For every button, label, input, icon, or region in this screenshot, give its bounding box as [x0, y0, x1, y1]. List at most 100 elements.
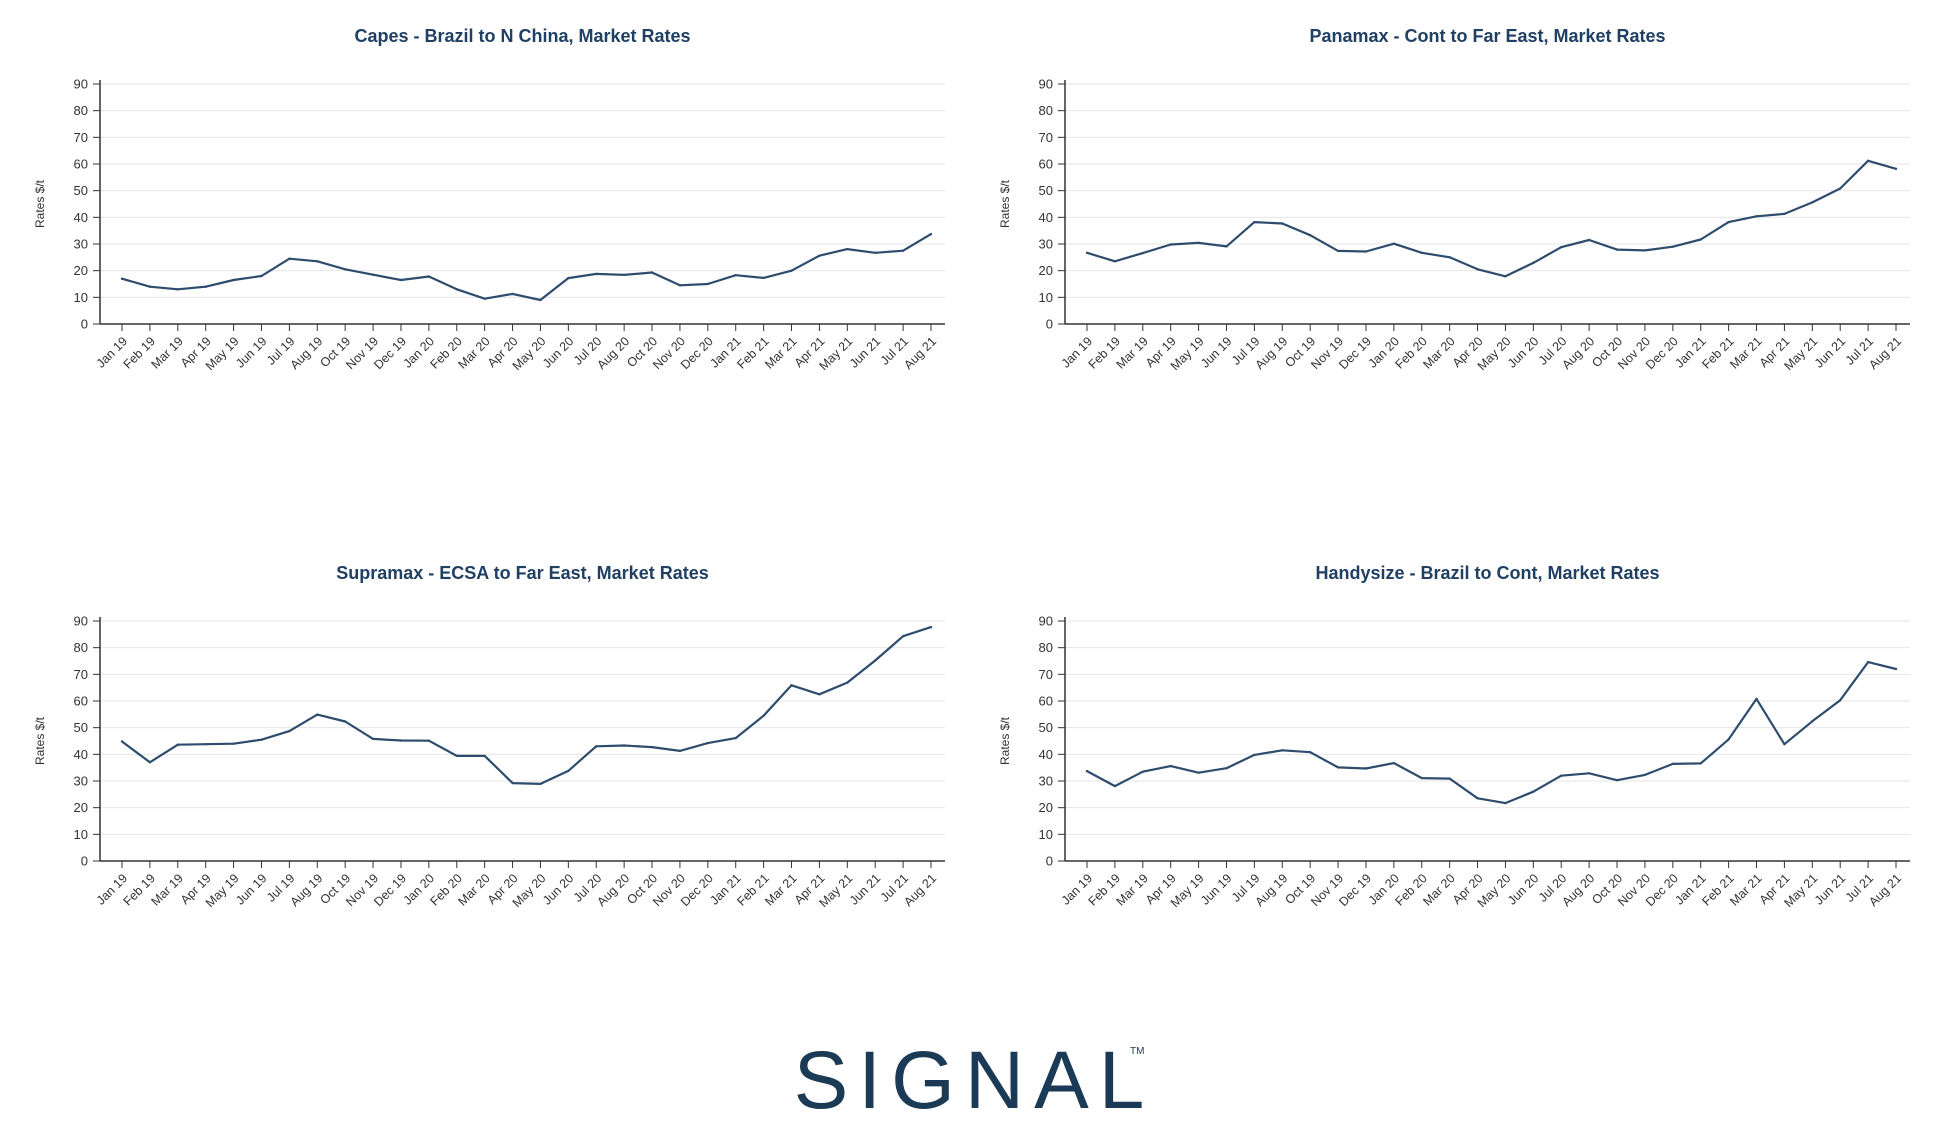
- panamax-chart-svg: Panamax - Cont to Far East, Market Rates…: [998, 26, 1910, 373]
- data-point: [344, 720, 347, 723]
- data-point: [371, 737, 375, 741]
- data-point: [1671, 245, 1674, 248]
- y-tick-label: 80: [74, 640, 88, 655]
- data-point: [1532, 261, 1535, 265]
- y-tick-label: 30: [74, 774, 88, 789]
- y-tick-label: 20: [1039, 263, 1053, 278]
- data-point: [1839, 187, 1842, 190]
- handysize-chart-svg: Handysize - Brazil to Cont, Market Rates…: [998, 563, 1910, 910]
- data-point: [1392, 761, 1396, 765]
- x-tick-label: Jun 21: [1812, 871, 1848, 907]
- signal-logo: SIGNAL TM: [0, 1030, 1948, 1130]
- data-point: [120, 740, 124, 743]
- y-tick-label: 0: [81, 317, 88, 332]
- x-tick-label: Jun 19: [1198, 871, 1234, 907]
- data-point: [595, 272, 598, 276]
- data-point: [1253, 753, 1256, 757]
- series-line: [121, 233, 932, 302]
- data-point: [1643, 773, 1647, 777]
- y-tick-label: 80: [1039, 103, 1053, 118]
- x-tick-label: Mar 20: [455, 871, 492, 908]
- y-tick-label: 80: [1039, 640, 1053, 655]
- series-line: [1086, 159, 1897, 278]
- data-point: [1894, 667, 1898, 671]
- data-point: [1364, 250, 1368, 253]
- data-point: [1783, 212, 1786, 216]
- data-point: [1085, 769, 1089, 773]
- data-point: [1476, 268, 1479, 271]
- data-point: [874, 251, 877, 254]
- y-tick-label: 30: [74, 237, 88, 252]
- x-tick-label: Jun 19: [233, 334, 269, 370]
- data-point: [399, 278, 403, 282]
- x-tick-label: Mar 19: [149, 871, 186, 908]
- data-point: [846, 247, 849, 251]
- data-point: [762, 714, 765, 717]
- chart-title: Supramax - ECSA to Far East, Market Rate…: [336, 563, 708, 583]
- y-tick-label: 70: [74, 667, 88, 682]
- y-tick-label: 50: [74, 183, 88, 198]
- data-point: [483, 754, 486, 758]
- data-point: [650, 271, 654, 274]
- data-point: [455, 754, 458, 758]
- data-point: [427, 275, 431, 278]
- data-point: [929, 232, 933, 236]
- data-point: [1615, 779, 1619, 782]
- y-tick-label: 0: [1046, 317, 1053, 332]
- y-tick-label: 50: [1039, 183, 1053, 198]
- y-tick-label: 40: [74, 747, 88, 762]
- x-tick-label: Jun 20: [1505, 871, 1541, 907]
- data-point: [260, 738, 263, 741]
- data-point: [790, 684, 793, 687]
- data-point: [1141, 770, 1144, 773]
- y-tick-label: 90: [74, 614, 88, 629]
- x-tick-label: Mar 19: [1114, 871, 1151, 908]
- x-tick-label: Mar 20: [1420, 334, 1457, 371]
- data-point: [1560, 774, 1563, 777]
- y-tick-label: 10: [1039, 827, 1053, 842]
- data-point: [1392, 242, 1396, 245]
- data-point: [1866, 159, 1870, 162]
- data-point: [567, 769, 570, 773]
- data-point: [148, 285, 152, 288]
- y-tick-label: 30: [1039, 774, 1053, 789]
- y-tick-label: 60: [1039, 694, 1053, 709]
- data-point: [901, 635, 905, 638]
- data-point: [818, 693, 821, 696]
- y-tick-label: 40: [1039, 747, 1053, 762]
- panamax-chart: Panamax - Cont to Far East, Market Rates…: [985, 18, 1925, 488]
- x-tick-label: Jun 19: [233, 871, 269, 907]
- data-point: [622, 273, 626, 277]
- data-point: [874, 659, 877, 662]
- series-line: [1086, 660, 1897, 805]
- data-point: [288, 257, 291, 260]
- y-tick-label: 10: [74, 290, 88, 305]
- data-point: [1866, 660, 1870, 664]
- data-point: [176, 743, 179, 746]
- x-tick-label: Mar 20: [1420, 871, 1457, 908]
- data-point: [539, 298, 542, 302]
- x-tick-label: Jun 19: [1198, 334, 1234, 370]
- x-tick-label: Jun 21: [847, 334, 883, 370]
- data-point: [204, 285, 207, 288]
- data-point: [260, 274, 263, 278]
- data-point: [1085, 251, 1089, 254]
- x-tick-label: Jun 20: [540, 334, 576, 370]
- data-point: [483, 297, 486, 300]
- data-point: [706, 282, 709, 286]
- data-point: [1169, 764, 1172, 768]
- data-point: [1811, 201, 1814, 204]
- data-point: [1197, 241, 1200, 245]
- data-point: [288, 729, 291, 733]
- data-point: [1587, 238, 1591, 242]
- data-point: [1448, 777, 1451, 780]
- data-point: [1699, 762, 1702, 765]
- data-point: [1532, 790, 1535, 793]
- data-point: [1448, 256, 1451, 259]
- data-point: [148, 761, 152, 764]
- data-point: [1476, 797, 1479, 800]
- data-point: [1225, 767, 1228, 770]
- data-point: [1811, 720, 1814, 723]
- x-tick-label: Mar 19: [149, 334, 186, 371]
- data-point: [1113, 784, 1117, 788]
